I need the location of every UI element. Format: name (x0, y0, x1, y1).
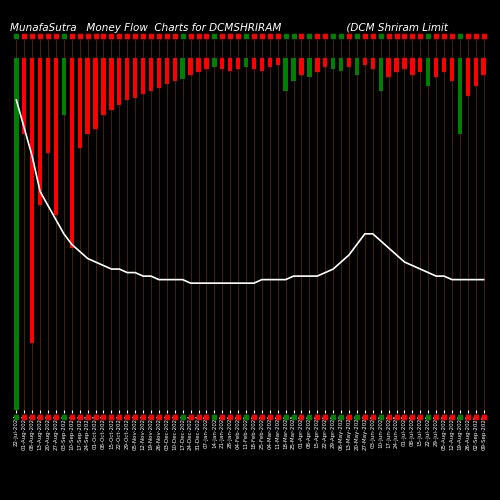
Bar (300, 58, 304, 75)
Bar (196, 58, 200, 72)
Bar (252, 58, 256, 69)
Bar (378, 58, 383, 91)
Bar (450, 58, 454, 82)
Bar (94, 58, 98, 129)
Bar (339, 58, 344, 71)
Bar (172, 58, 177, 82)
Bar (268, 58, 272, 67)
Bar (54, 58, 58, 215)
Bar (133, 58, 138, 98)
Bar (442, 58, 446, 72)
Bar (62, 58, 66, 115)
Bar (402, 58, 406, 69)
Bar (204, 58, 208, 69)
Bar (315, 58, 320, 72)
Bar (188, 58, 193, 75)
Bar (14, 58, 18, 410)
Bar (220, 58, 224, 69)
Bar (323, 58, 328, 67)
Bar (284, 58, 288, 91)
Bar (394, 58, 398, 72)
Bar (434, 58, 438, 76)
Bar (102, 58, 105, 115)
Bar (141, 58, 145, 94)
Bar (212, 58, 216, 67)
Bar (426, 58, 430, 86)
Bar (125, 58, 130, 100)
Bar (156, 58, 161, 88)
Bar (22, 58, 26, 134)
Bar (236, 58, 240, 69)
Bar (228, 58, 232, 71)
Bar (109, 58, 114, 110)
Bar (307, 58, 312, 76)
Bar (46, 58, 50, 153)
Bar (38, 58, 42, 205)
Bar (30, 58, 34, 344)
Bar (362, 58, 367, 65)
Bar (78, 58, 82, 148)
Bar (244, 58, 248, 67)
Bar (331, 58, 336, 69)
Bar (164, 58, 169, 84)
Bar (482, 58, 486, 75)
Bar (276, 58, 280, 65)
Bar (410, 58, 414, 75)
Bar (474, 58, 478, 86)
Bar (370, 58, 375, 69)
Bar (355, 58, 359, 75)
Bar (180, 58, 185, 78)
Bar (292, 58, 296, 82)
Bar (260, 58, 264, 71)
Bar (466, 58, 470, 96)
Bar (149, 58, 153, 91)
Bar (458, 58, 462, 134)
Bar (70, 58, 74, 248)
Bar (347, 58, 351, 67)
Bar (117, 58, 121, 105)
Text: MunafaSutra   Money Flow  Charts for DCMSHRIRAM                    (DCM Shriram : MunafaSutra Money Flow Charts for DCMSHR… (10, 22, 448, 32)
Bar (86, 58, 90, 134)
Bar (386, 58, 391, 76)
Bar (418, 58, 422, 72)
